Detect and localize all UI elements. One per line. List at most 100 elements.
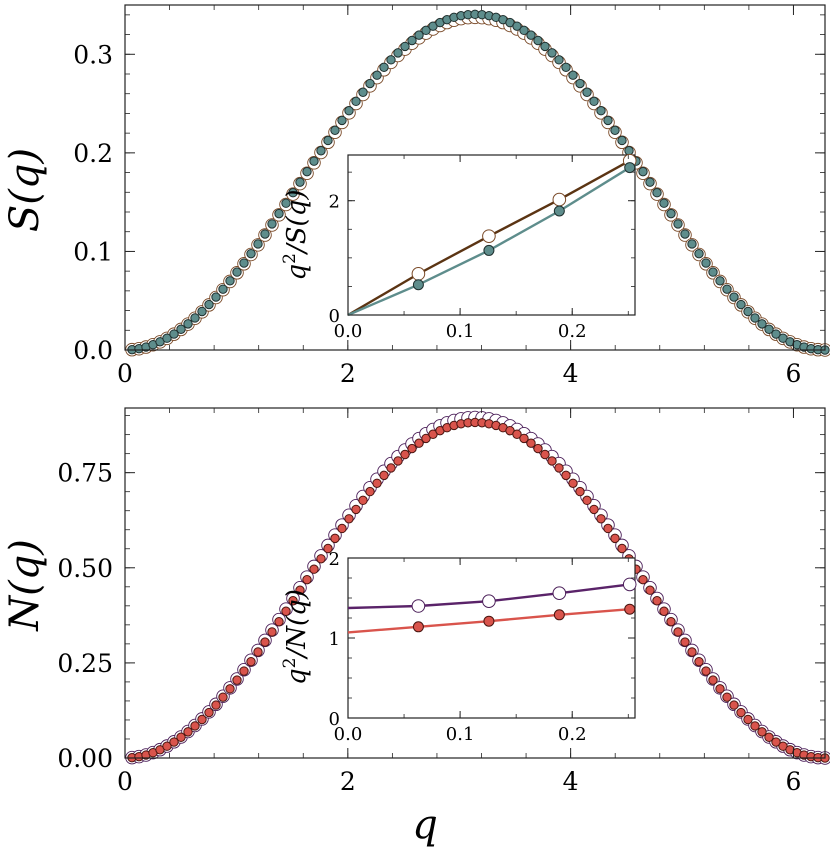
data-point	[582, 495, 592, 506]
data-point	[274, 208, 284, 219]
data-point	[218, 692, 228, 702]
data-point	[204, 299, 214, 310]
inset-data-point	[622, 577, 637, 592]
data-point	[582, 87, 592, 97]
data-point	[260, 229, 270, 239]
plot-frame	[124, 4, 826, 351]
data-point	[610, 533, 620, 544]
y-axis-title: S(q)	[2, 148, 48, 232]
data-point	[554, 463, 564, 473]
data-point	[421, 433, 431, 444]
data-point	[540, 449, 550, 460]
inset-x-tick-label: 0.1	[446, 724, 475, 745]
x-tick-label: 4	[563, 767, 579, 796]
data-point	[596, 106, 606, 116]
data-point	[162, 333, 172, 343]
data-point	[407, 35, 417, 46]
inset-data-point	[552, 586, 567, 601]
data-point	[547, 48, 557, 58]
y-tick-label: 0.1	[73, 237, 113, 266]
data-point	[687, 239, 697, 249]
data-point	[232, 675, 242, 685]
data-point	[589, 504, 599, 515]
data-point	[736, 299, 746, 310]
data-point	[372, 478, 382, 488]
y-tick-label: 0.25	[57, 649, 113, 678]
data-point	[407, 443, 417, 454]
data-point	[183, 727, 193, 737]
data-point	[211, 700, 221, 710]
x-tick-label: 2	[340, 767, 356, 796]
data-point	[190, 313, 200, 323]
inset-x-tick-label: 0.1	[446, 321, 475, 342]
data-point	[330, 125, 340, 136]
inset-data-point	[483, 615, 495, 627]
x-tick-label: 2	[340, 359, 356, 388]
data-point	[673, 219, 683, 229]
chart-top: 0 2 4 6 0.0 0.1 0.2 0.3 S(q) 0.0 0.1 0.2 0 2 q2/S(q)	[2, 4, 830, 388]
inset-y-tick-label: 0	[329, 306, 340, 327]
inset-ylabel: q2/S(q)	[280, 190, 312, 281]
inset-data-point	[483, 244, 495, 256]
y-tick-label: 0.2	[73, 139, 113, 168]
inset-data-point	[624, 162, 636, 174]
plot-frame	[124, 407, 826, 759]
y-tick-label: 0.00	[57, 744, 113, 773]
data-point	[708, 675, 718, 685]
data-point	[596, 514, 606, 524]
inset-y-tick-label: 1	[329, 629, 340, 650]
data-point	[309, 564, 319, 574]
data-point	[666, 616, 676, 627]
y-tick-label: 0.50	[57, 554, 113, 583]
data-point	[351, 96, 361, 107]
inset-data-point	[412, 621, 424, 633]
inset-data-point	[411, 267, 426, 281]
data-point	[197, 714, 207, 725]
data-point	[197, 306, 207, 317]
data-point	[372, 70, 382, 80]
data-point	[246, 656, 256, 667]
data-point	[575, 78, 585, 89]
data-point	[253, 239, 263, 249]
data-point	[743, 306, 753, 317]
data-point	[379, 470, 389, 481]
data-point	[645, 177, 655, 187]
data-point	[764, 732, 774, 742]
data-point	[666, 208, 676, 219]
data-point	[764, 324, 774, 334]
data-point	[603, 523, 613, 534]
data-point	[554, 55, 564, 65]
data-point	[162, 741, 172, 751]
data-point	[673, 627, 683, 637]
data-point	[281, 606, 291, 616]
data-point	[687, 647, 697, 657]
data-point	[533, 35, 543, 46]
data-point	[393, 456, 403, 466]
data-point	[386, 463, 396, 473]
data-point	[351, 504, 361, 515]
data-point	[414, 438, 424, 448]
data-point	[288, 188, 298, 198]
inset-ylabel: q2/N(q)	[280, 589, 312, 685]
data-point	[757, 727, 767, 737]
data-point	[722, 284, 732, 294]
data-point	[771, 737, 781, 747]
data-point	[694, 248, 704, 259]
data-point	[722, 692, 732, 702]
data-point	[680, 637, 690, 647]
data-point	[274, 616, 284, 627]
data-point	[344, 514, 354, 524]
data-point	[771, 329, 781, 339]
y-tick-label: 0.75	[57, 459, 113, 488]
x-tick-label: 0	[117, 359, 133, 388]
data-point	[421, 25, 431, 36]
data-point	[526, 30, 536, 40]
data-point	[225, 276, 235, 286]
data-point	[617, 543, 627, 554]
chart-bottom: 0 2 4 6 0.00 0.25 0.50 0.75 N(q) q 0.0 0.1 0.2 0 1 2 q2/…	[2, 407, 830, 848]
data-point	[400, 449, 410, 460]
data-point	[743, 714, 753, 725]
inset-data-point	[552, 192, 567, 207]
inset-bottom: 0.0 0.1 0.2 0 1 2 q2/N(q)	[280, 549, 637, 745]
data-point	[316, 554, 326, 564]
